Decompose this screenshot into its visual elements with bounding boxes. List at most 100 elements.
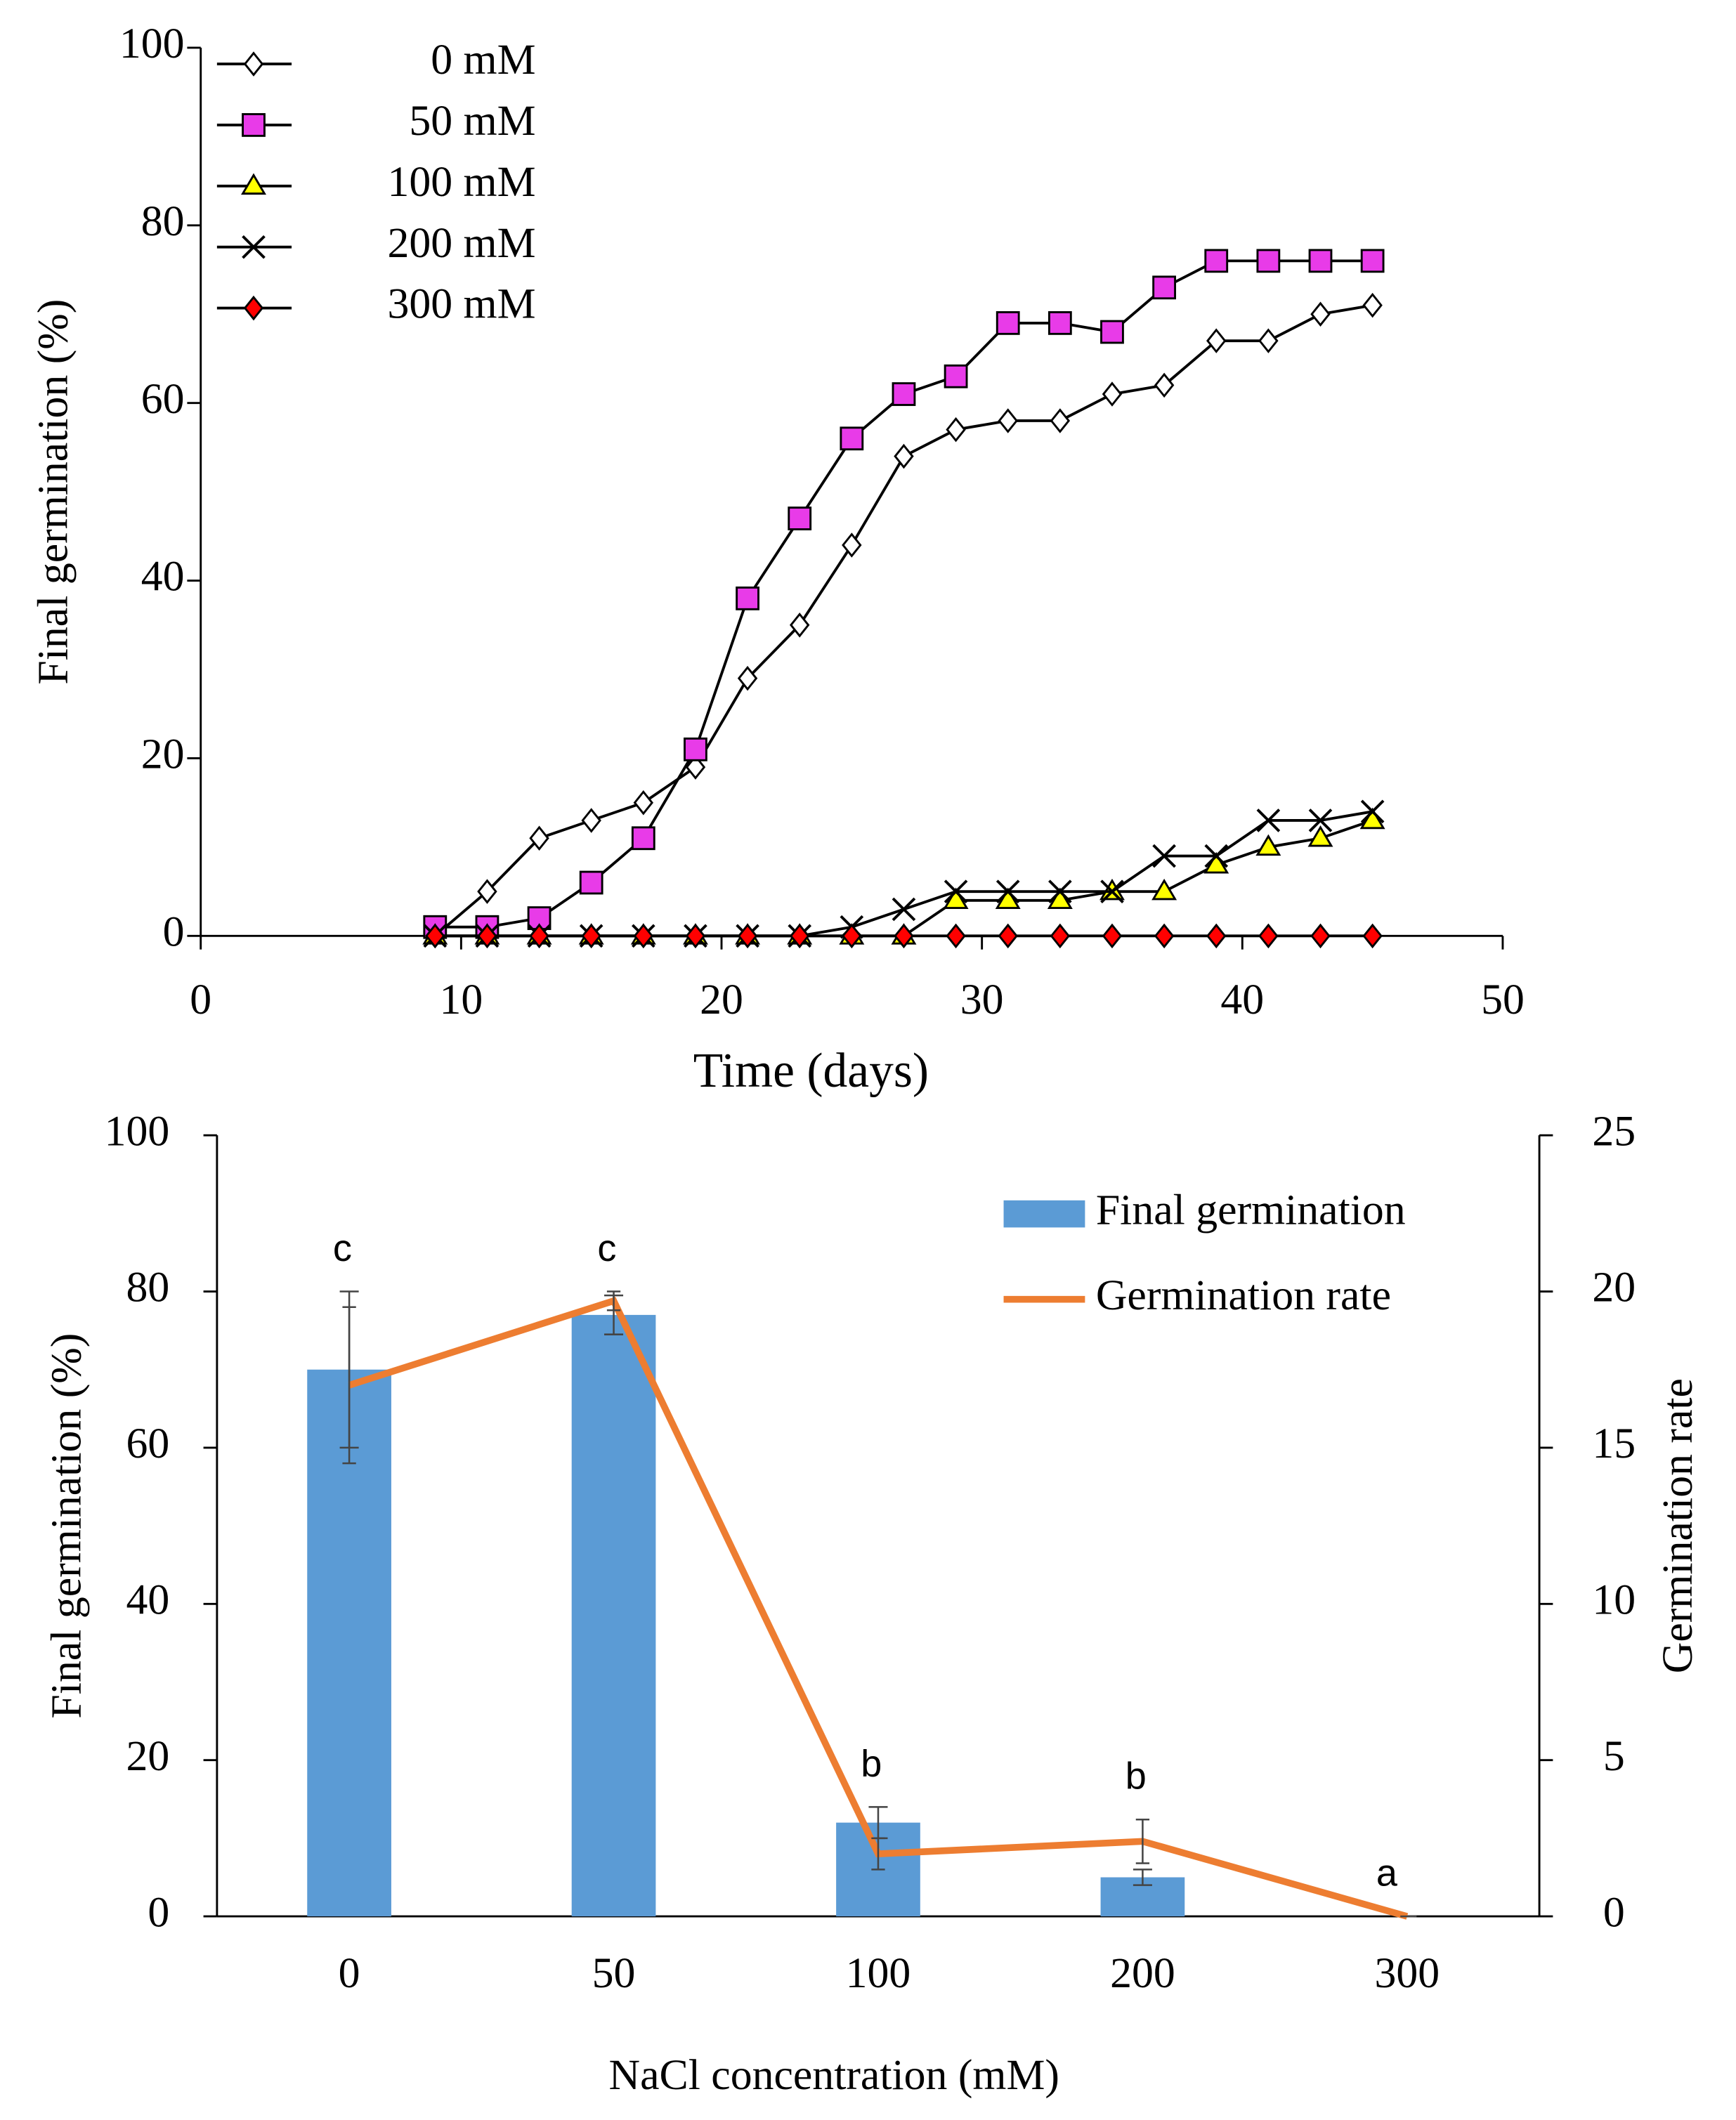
significance-letter: b xyxy=(861,1743,882,1785)
y-tick-label: 100 xyxy=(105,1107,170,1155)
legend-marker xyxy=(243,51,264,77)
bar xyxy=(571,1314,656,1917)
significance-letter: c xyxy=(597,1227,616,1269)
marker xyxy=(477,923,497,949)
marker xyxy=(1308,249,1333,273)
marker xyxy=(1256,249,1281,273)
marker xyxy=(1206,923,1227,949)
legend-marker xyxy=(242,113,266,137)
marker xyxy=(581,808,601,833)
marker xyxy=(1154,923,1175,949)
marker xyxy=(737,665,758,691)
marker xyxy=(946,923,966,949)
legend-label: 200 mM xyxy=(387,219,535,267)
marker xyxy=(1102,381,1123,407)
marker xyxy=(425,923,445,949)
y-tick-label: 40 xyxy=(126,1576,170,1623)
marker xyxy=(1100,879,1124,903)
marker xyxy=(529,825,549,851)
marker xyxy=(842,923,862,949)
marker xyxy=(892,897,916,922)
marker xyxy=(1360,799,1385,824)
marker xyxy=(633,790,654,816)
marker xyxy=(789,923,810,949)
y-tick-label: 0 xyxy=(148,1888,169,1936)
marker xyxy=(1310,923,1331,949)
marker xyxy=(1255,834,1281,856)
marker xyxy=(1152,275,1177,300)
series-line xyxy=(435,810,1373,938)
x-tick-label: 0 xyxy=(339,1949,360,1997)
error-bar xyxy=(606,1290,621,1311)
y2-axis-label: Germination rate xyxy=(1654,1378,1702,1673)
x-axis-label: NaCl concentration (mM) xyxy=(608,2051,1059,2099)
x-axis-label: Time (days) xyxy=(693,1044,929,1098)
marker xyxy=(946,417,966,443)
marker xyxy=(996,879,1020,903)
marker xyxy=(1050,408,1071,433)
marker xyxy=(1206,328,1227,353)
x-tick-label: 20 xyxy=(700,976,743,1023)
y2-tick-label: 10 xyxy=(1592,1576,1636,1623)
marker xyxy=(944,364,968,388)
marker xyxy=(840,426,864,451)
marker xyxy=(1204,249,1229,273)
y-tick-label: 60 xyxy=(126,1420,170,1467)
y-tick-label: 80 xyxy=(126,1264,170,1311)
error-bar xyxy=(871,1837,885,1871)
x-tick-label: 300 xyxy=(1375,1949,1440,1997)
x-tick-label: 0 xyxy=(190,976,211,1023)
x-tick-label: 200 xyxy=(1110,1949,1175,1997)
marker xyxy=(1151,878,1177,901)
marker xyxy=(581,923,601,949)
marker xyxy=(1256,809,1281,832)
marker xyxy=(1100,320,1124,344)
significance-letter: c xyxy=(333,1227,352,1269)
marker xyxy=(529,923,549,949)
y2-tick-label: 15 xyxy=(1592,1420,1636,1467)
marker xyxy=(1258,923,1279,949)
legend-swatch xyxy=(1003,1200,1085,1228)
marker xyxy=(736,586,759,610)
y2-tick-label: 0 xyxy=(1603,1888,1625,1936)
marker xyxy=(1360,249,1385,273)
marker xyxy=(1154,372,1175,398)
significance-letter: a xyxy=(1376,1852,1398,1894)
y-tick-label: 80 xyxy=(141,197,185,245)
y-tick-label: 100 xyxy=(119,20,185,67)
marker xyxy=(789,613,810,638)
marker xyxy=(1050,923,1071,949)
y-tick-label: 40 xyxy=(141,553,185,601)
marker xyxy=(1048,879,1072,903)
marker xyxy=(737,923,758,949)
legend-label: 50 mM xyxy=(409,97,535,145)
y-tick-label: 20 xyxy=(126,1732,170,1780)
series-line xyxy=(435,819,1373,938)
marker xyxy=(788,506,812,530)
marker xyxy=(998,923,1018,949)
x-tick-label: 40 xyxy=(1220,976,1264,1023)
marker xyxy=(998,408,1018,433)
marker xyxy=(1204,844,1229,868)
error-bar xyxy=(342,1306,356,1465)
y2-tick-label: 5 xyxy=(1603,1732,1625,1780)
x-tick-label: 100 xyxy=(846,1949,911,1997)
legend-label: 100 mM xyxy=(387,158,535,206)
marker xyxy=(894,443,914,469)
legend-label: Final germination xyxy=(1096,1186,1406,1234)
marker xyxy=(1308,809,1333,832)
x-tick-label: 50 xyxy=(1481,976,1525,1023)
marker xyxy=(1310,301,1331,327)
error-bar xyxy=(1133,1869,1152,1886)
y-axis-label: Final germination (%) xyxy=(43,1333,91,1719)
marker xyxy=(1362,292,1383,318)
y-tick-label: 20 xyxy=(141,731,185,778)
marker xyxy=(1258,328,1279,353)
marker xyxy=(685,923,706,949)
marker xyxy=(842,532,862,558)
error-bar xyxy=(1135,1818,1150,1864)
marker xyxy=(633,923,654,949)
legend-marker xyxy=(241,173,266,195)
legend-label: 300 mM xyxy=(387,280,535,328)
